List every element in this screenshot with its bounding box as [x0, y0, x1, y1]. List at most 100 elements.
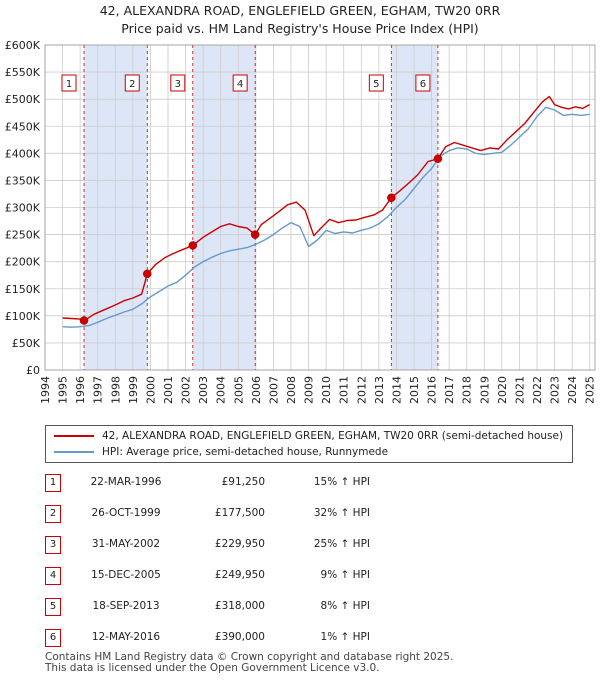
sale-hpi-change: 1% ↑ HPI — [320, 631, 370, 643]
table-row: 4 15-DEC-2005 £249,950 9% ↑ HPI — [0, 565, 600, 585]
sale-price: £177,500 — [214, 507, 265, 519]
x-tick-label: 1997 — [92, 376, 105, 404]
footer-line-1: Contains HM Land Registry data © Crown c… — [45, 651, 454, 663]
sale-label-box — [232, 74, 248, 92]
x-tick-label: 1999 — [127, 376, 140, 404]
y-tick-label: £450K — [5, 120, 41, 133]
sale-label-box — [368, 74, 384, 92]
x-tick-label: 2018 — [461, 376, 474, 404]
y-tick-label: £550K — [5, 66, 41, 79]
y-tick-label: £100K — [5, 310, 41, 323]
sale-number-badge: 6 — [45, 629, 61, 647]
y-tick-label: £300K — [5, 202, 41, 215]
hpi-line — [62, 106, 590, 328]
table-row: 1 22-MAR-1996 £91,250 15% ↑ HPI — [0, 472, 600, 492]
y-tick-label: £500K — [5, 93, 41, 106]
title-line-2: Price paid vs. HM Land Registry's House … — [121, 21, 479, 36]
x-tick-label: 2020 — [496, 376, 509, 404]
x-tick-label: 2013 — [373, 376, 386, 404]
x-tick-label: 2002 — [180, 376, 193, 404]
sale-number-badge: 4 — [45, 567, 61, 585]
sale-hpi-change: 15% ↑ HPI — [313, 476, 370, 488]
x-tick-label: 2019 — [478, 376, 491, 404]
x-tick-label: 2007 — [267, 376, 280, 404]
sale-label-box — [61, 74, 77, 92]
sale-label-box — [170, 74, 186, 92]
table-row: 3 31-MAY-2002 £229,950 25% ↑ HPI — [0, 534, 600, 554]
sale-label-number: 3 — [175, 79, 181, 90]
sale-hpi-change: 32% ↑ HPI — [313, 507, 370, 519]
sale-label-number: 4 — [237, 79, 243, 90]
x-tick-label: 2005 — [232, 376, 245, 404]
x-tick-label: 2017 — [443, 376, 456, 404]
x-tick-label: 2012 — [355, 376, 368, 404]
y-tick-label: £50K — [12, 337, 41, 350]
sale-point — [143, 269, 152, 279]
y-tick-label: £250K — [5, 229, 41, 242]
y-tick-label: £600K — [5, 39, 41, 52]
x-tick-label: 1996 — [74, 376, 87, 404]
y-tick-label: £400K — [5, 147, 41, 160]
x-tick-label: 2024 — [566, 376, 579, 404]
footer-attribution: Contains HM Land Registry data © Crown c… — [45, 652, 453, 674]
sale-hpi-change: 9% ↑ HPI — [320, 569, 370, 581]
sale-point — [79, 316, 89, 325]
sale-point — [433, 154, 443, 163]
sale-number-badge: 5 — [45, 598, 61, 616]
x-tick-label: 1995 — [57, 376, 70, 404]
y-tick-label: £200K — [5, 256, 41, 269]
x-tick-label: 2022 — [531, 376, 544, 404]
sale-date: 26-OCT-1999 — [91, 507, 161, 519]
legend: 42, ALEXANDRA ROAD, ENGLEFIELD GREEN, EG… — [45, 425, 573, 463]
x-tick-label: 2009 — [303, 376, 316, 404]
footer-line-2: This data is licensed under the Open Gov… — [45, 662, 380, 674]
legend-swatch-hpi — [54, 451, 94, 453]
x-tick-label: 1998 — [109, 376, 122, 404]
table-row: 5 18-SEP-2013 £318,000 8% ↑ HPI — [0, 596, 600, 616]
table-row: 6 12-MAY-2016 £390,000 1% ↑ HPI — [0, 627, 600, 647]
y-tick-label: £150K — [5, 283, 41, 296]
sale-label-number: 5 — [373, 79, 379, 90]
x-tick-label: 2003 — [197, 376, 210, 404]
sale-date: 18-SEP-2013 — [92, 600, 160, 612]
chart-title: 42, ALEXANDRA ROAD, ENGLEFIELD GREEN, EG… — [0, 2, 600, 38]
sale-price: £318,000 — [214, 600, 265, 612]
x-tick-label: 2001 — [162, 376, 175, 404]
sale-point — [387, 193, 396, 202]
sale-number-badge: 3 — [45, 536, 61, 554]
x-tick-label: 2004 — [215, 376, 228, 404]
sale-date: 15-DEC-2005 — [91, 569, 161, 581]
sale-price: £390,000 — [214, 631, 265, 643]
x-tick-label: 2015 — [408, 376, 421, 404]
legend-item-hpi: HPI: Average price, semi-detached house,… — [54, 444, 388, 460]
sale-price: £91,250 — [221, 476, 265, 488]
sale-hpi-change: 25% ↑ HPI — [313, 538, 370, 550]
sale-price: £249,950 — [214, 569, 265, 581]
sale-label-number: 6 — [420, 79, 426, 90]
x-tick-label: 2011 — [338, 376, 351, 404]
x-tick-label: 2025 — [584, 376, 597, 404]
sale-hpi-change: 8% ↑ HPI — [320, 600, 370, 612]
legend-label-property: 42, ALEXANDRA ROAD, ENGLEFIELD GREEN, EG… — [102, 430, 564, 442]
sale-point — [188, 241, 198, 250]
sale-label-box — [415, 74, 431, 92]
x-tick-label: 2016 — [426, 376, 439, 404]
sale-number-badge: 2 — [45, 505, 61, 523]
x-tick-label: 2000 — [144, 376, 157, 404]
x-tick-label: 2006 — [250, 376, 263, 404]
x-tick-label: 2021 — [513, 376, 526, 404]
sale-date: 22-MAR-1996 — [90, 476, 162, 488]
y-tick-label: £0 — [26, 364, 40, 377]
y-tick-label: £350K — [5, 174, 41, 187]
legend-swatch-property — [54, 435, 94, 437]
x-tick-label: 2014 — [390, 376, 403, 404]
sale-number-badge: 1 — [45, 474, 61, 492]
sale-price: £229,950 — [214, 538, 265, 550]
table-row: 2 26-OCT-1999 £177,500 32% ↑ HPI — [0, 503, 600, 523]
sale-date: 31-MAY-2002 — [91, 538, 161, 550]
x-tick-label: 1994 — [39, 376, 52, 404]
sale-date: 12-MAY-2016 — [91, 631, 161, 643]
legend-label-hpi: HPI: Average price, semi-detached house,… — [102, 446, 389, 458]
sale-point — [250, 230, 260, 239]
x-tick-label: 2023 — [549, 376, 562, 404]
